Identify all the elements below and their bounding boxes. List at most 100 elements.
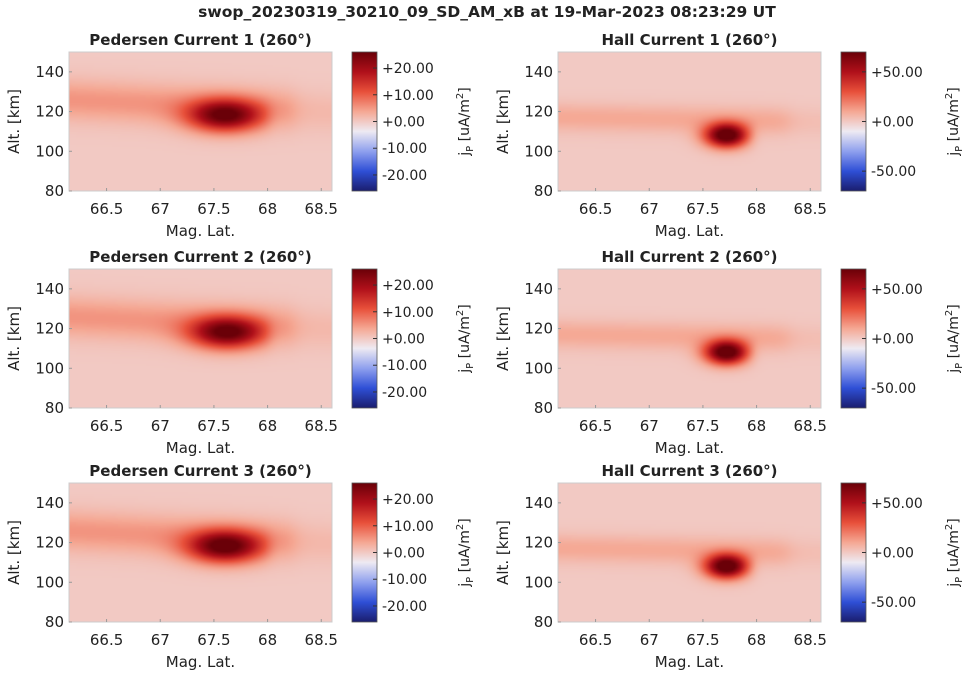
y-tick-label: 140 bbox=[524, 494, 553, 512]
panel-title: Pedersen Current 3 (260°) bbox=[89, 462, 311, 480]
colorbar-tick-label: +0.00 bbox=[382, 332, 425, 348]
x-tick-label: 67.5 bbox=[686, 200, 719, 218]
x-tick-label: 67.5 bbox=[197, 417, 230, 435]
y-tick-label: 140 bbox=[35, 494, 64, 512]
x-tick-label: 66.5 bbox=[90, 631, 123, 649]
y-tick-label: 140 bbox=[524, 280, 553, 298]
x-tick-label: 68.5 bbox=[305, 417, 338, 435]
y-axis-label: Alt. [km] bbox=[494, 520, 512, 585]
x-tick-label: 67 bbox=[151, 200, 170, 218]
y-axis-label: Alt. [km] bbox=[494, 306, 512, 371]
y-tick-label: 80 bbox=[45, 182, 64, 200]
x-tick-label: 66.5 bbox=[579, 417, 612, 435]
y-axis-label: Alt. [km] bbox=[5, 306, 23, 371]
heatmap-cells-hall3 bbox=[558, 483, 821, 622]
plot-frame bbox=[557, 51, 822, 192]
x-axis-label: Mag. Lat. bbox=[166, 222, 235, 240]
colorbar-tick-label: +20.00 bbox=[382, 492, 434, 508]
y-tick-label: 120 bbox=[35, 320, 64, 338]
heatmap-cells-ped1 bbox=[69, 52, 332, 191]
x-tick-label: 68 bbox=[258, 417, 277, 435]
x-tick-label: 67.5 bbox=[686, 631, 719, 649]
panel-title: Hall Current 1 (260°) bbox=[601, 31, 777, 49]
panel-grid: Pedersen Current 1 (260°) 66.5 67 67.5 68 68.… bbox=[5, 31, 965, 671]
panel-hall2: Hall Current 2 (260°) 66.5 67 67.5 68 68.5 Mag… bbox=[494, 248, 965, 457]
colorbar bbox=[840, 51, 867, 192]
y-axis-label: Alt. [km] bbox=[494, 89, 512, 154]
plot-frame bbox=[68, 51, 333, 192]
colorbar-label: jP [uA/m2] bbox=[455, 87, 476, 156]
heatmap-cells-hall2 bbox=[558, 269, 821, 408]
x-tick-label: 67 bbox=[151, 631, 170, 649]
colorbar bbox=[351, 51, 378, 192]
colorbar-label: jP [uA/m2] bbox=[944, 304, 965, 373]
panel-title: Hall Current 3 (260°) bbox=[601, 462, 777, 480]
colorbar-tick-label: -10.00 bbox=[382, 572, 427, 588]
colorbar-tick-label: +20.00 bbox=[382, 61, 434, 77]
colorbar-label: jP [uA/m2] bbox=[455, 304, 476, 373]
colorbar-tick-label: +10.00 bbox=[382, 305, 434, 321]
x-tick-label: 68.5 bbox=[305, 200, 338, 218]
x-tick-label: 67 bbox=[640, 417, 659, 435]
colorbar-tick-label: +50.00 bbox=[871, 282, 923, 298]
figure-title: swop_20230319_30210_09_SD_AM_xB at 19-Ma… bbox=[198, 3, 776, 21]
colorbar-tick-label: -20.00 bbox=[382, 385, 427, 401]
x-tick-label: 67.5 bbox=[197, 200, 230, 218]
colorbar bbox=[840, 268, 867, 409]
colorbar-label: jP [uA/m2] bbox=[944, 518, 965, 587]
y-tick-label: 100 bbox=[35, 573, 64, 591]
x-tick-label: 67 bbox=[640, 631, 659, 649]
plot-frame bbox=[68, 268, 333, 409]
heatmap-cells-ped3 bbox=[69, 483, 332, 622]
x-tick-label: 68.5 bbox=[794, 631, 827, 649]
y-tick-label: 100 bbox=[35, 359, 64, 377]
colorbar-tick-label: -50.00 bbox=[871, 164, 916, 180]
x-tick-label: 68.5 bbox=[305, 631, 338, 649]
y-tick-label: 100 bbox=[35, 142, 64, 160]
colorbar-tick-label: +20.00 bbox=[382, 278, 434, 294]
y-tick-label: 140 bbox=[524, 63, 553, 81]
x-tick-label: 66.5 bbox=[90, 417, 123, 435]
colorbar-tick-label: +0.00 bbox=[382, 115, 425, 131]
panel-ped2: Pedersen Current 2 (260°) 66.5 67 67.5 68 68.… bbox=[5, 248, 476, 457]
colorbar-tick-label: -20.00 bbox=[382, 599, 427, 615]
x-tick-label: 68 bbox=[747, 417, 766, 435]
colorbar-tick-label: -50.00 bbox=[871, 381, 916, 397]
x-tick-label: 68.5 bbox=[794, 417, 827, 435]
x-axis-label: Mag. Lat. bbox=[166, 653, 235, 671]
x-tick-label: 67.5 bbox=[686, 417, 719, 435]
heatmap-cells-hall1 bbox=[558, 52, 821, 191]
y-tick-label: 120 bbox=[35, 534, 64, 552]
x-axis-label: Mag. Lat. bbox=[166, 439, 235, 457]
colorbar-tick-label: +0.00 bbox=[871, 115, 914, 131]
y-tick-label: 80 bbox=[45, 613, 64, 631]
y-tick-label: 100 bbox=[524, 142, 553, 160]
y-tick-label: 120 bbox=[524, 320, 553, 338]
colorbar-tick-label: +0.00 bbox=[871, 332, 914, 348]
y-tick-label: 120 bbox=[524, 534, 553, 552]
x-tick-label: 66.5 bbox=[579, 631, 612, 649]
x-tick-label: 67 bbox=[640, 200, 659, 218]
colorbar-tick-label: +0.00 bbox=[871, 546, 914, 562]
colorbar-tick-label: +50.00 bbox=[871, 496, 923, 512]
x-tick-label: 68 bbox=[258, 631, 277, 649]
x-tick-label: 68 bbox=[258, 200, 277, 218]
y-axis-label: Alt. [km] bbox=[5, 520, 23, 585]
plot-frame bbox=[68, 482, 333, 623]
y-tick-label: 120 bbox=[35, 103, 64, 121]
x-tick-label: 67.5 bbox=[197, 631, 230, 649]
y-axis-label: Alt. [km] bbox=[5, 89, 23, 154]
colorbar-label: jP [uA/m2] bbox=[944, 87, 965, 156]
plot-frame bbox=[557, 268, 822, 409]
y-tick-label: 80 bbox=[45, 399, 64, 417]
x-tick-label: 66.5 bbox=[579, 200, 612, 218]
colorbar-tick-label: +0.00 bbox=[382, 546, 425, 562]
panel-hall3: Hall Current 3 (260°) 66.5 67 67.5 68 68.5 Mag… bbox=[494, 462, 965, 671]
y-tick-label: 140 bbox=[35, 63, 64, 81]
panel-title: Pedersen Current 1 (260°) bbox=[89, 31, 311, 49]
x-tick-label: 66.5 bbox=[90, 200, 123, 218]
colorbar-label: jP [uA/m2] bbox=[455, 518, 476, 587]
x-tick-label: 68.5 bbox=[794, 200, 827, 218]
colorbar bbox=[840, 482, 867, 623]
colorbar-tick-label: -10.00 bbox=[382, 141, 427, 157]
